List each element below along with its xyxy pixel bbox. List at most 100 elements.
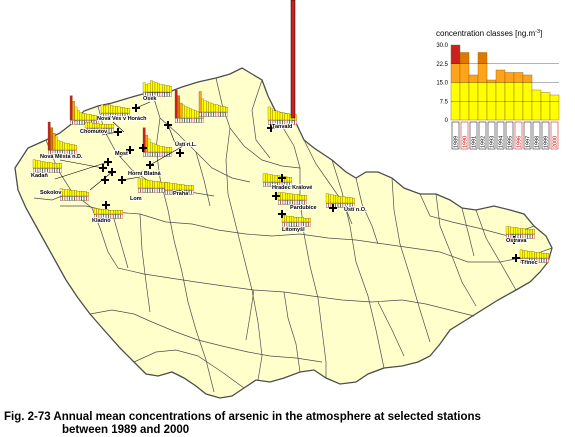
- legend-bar-segment: [514, 72, 523, 83]
- station-bar: [218, 105, 221, 113]
- legend-bar-segment: [505, 82, 514, 102]
- station-bar: [286, 216, 290, 223]
- station-year-box: [110, 113, 113, 118]
- station-year-box: [522, 234, 526, 239]
- station-bar: [157, 83, 160, 93]
- station-year-box: [94, 214, 97, 219]
- station-bar: [166, 85, 170, 93]
- station-year-box: [122, 113, 125, 118]
- station-bar: [333, 195, 336, 204]
- station-year-box: [74, 196, 77, 201]
- station-charts: [32, 80, 549, 263]
- station-bar: [77, 110, 80, 121]
- station-chart: [519, 249, 549, 263]
- station-year-box: [120, 113, 123, 118]
- station-year-box: [211, 112, 214, 117]
- station-bar: [47, 121, 51, 151]
- station-bar: [57, 140, 61, 151]
- station-bar: [120, 210, 123, 215]
- station-year-box: [57, 168, 60, 173]
- station-year-box: [70, 120, 73, 125]
- station-year-box: [544, 258, 547, 263]
- station-year-box: [201, 112, 204, 117]
- station-bar: [159, 84, 163, 93]
- station-bar: [541, 253, 545, 259]
- station-year-box: [89, 128, 93, 133]
- station-bar: [110, 210, 114, 215]
- station-bar: [96, 208, 99, 215]
- station-year-box: [287, 200, 290, 205]
- station-year-box: [47, 168, 50, 173]
- station-bar: [285, 193, 288, 201]
- leader-lines: [54, 101, 191, 191]
- leader-line: [119, 149, 131, 158]
- legend-tick-label: 22.5: [436, 62, 448, 68]
- station-year-box: [164, 92, 167, 97]
- label-nova-ves: Nová Ves v Horách: [97, 116, 147, 122]
- station-bar: [166, 147, 170, 153]
- station-bar: [539, 252, 542, 259]
- legend-bar: [549, 94, 560, 121]
- station-year-box: [191, 190, 194, 195]
- station-bar: [304, 195, 307, 201]
- station-year-box: [282, 120, 285, 125]
- station-bar: [186, 107, 190, 119]
- station-year-box: [213, 112, 216, 117]
- station-year-box: [99, 128, 102, 133]
- station-year-box: [62, 196, 65, 201]
- station-year-box: [162, 188, 165, 193]
- station-bar: [174, 183, 178, 191]
- legend-bar-segment: [541, 92, 550, 102]
- station-year-box: [199, 118, 202, 123]
- station-year-box: [82, 120, 85, 125]
- station-bar: [305, 218, 309, 223]
- station-year-box: [125, 113, 128, 118]
- station-bar: [297, 194, 300, 201]
- station-year-box: [79, 196, 82, 201]
- station-bar: [47, 162, 50, 169]
- station-bar: [147, 83, 151, 93]
- leader-line: [112, 121, 125, 133]
- station-year-box: [110, 214, 114, 219]
- station-bar: [100, 104, 104, 114]
- station-year-box: [199, 112, 202, 117]
- station-bar: [328, 194, 331, 204]
- station-year-box: [282, 182, 285, 187]
- station-year-box: [279, 182, 283, 187]
- station-bar: [108, 104, 111, 114]
- station-bar: [267, 174, 271, 183]
- label-trinec: Třinec: [521, 260, 538, 266]
- leader-line: [59, 159, 104, 169]
- station-year-box: [539, 258, 542, 263]
- station-bar: [291, 216, 295, 223]
- station-year-box: [174, 190, 177, 195]
- station-bar: [161, 182, 165, 189]
- station-bar: [337, 196, 341, 204]
- station-bar: [67, 143, 70, 151]
- legend-year-label: 1997: [526, 136, 532, 148]
- station-bar: [81, 113, 85, 121]
- station-bar: [113, 210, 116, 215]
- station-bar: [152, 81, 156, 93]
- legend-year-box: [541, 121, 550, 150]
- station-bar: [182, 104, 185, 119]
- legend-year-label: 1996: [517, 136, 523, 148]
- figure-caption: Fig. 2-73 Annual mean concentrations of …: [4, 411, 575, 437]
- station-marker: [101, 176, 109, 184]
- label-hradec: Hradec Králové: [272, 185, 312, 191]
- legend-year-box: [514, 121, 523, 150]
- station-bar: [64, 189, 68, 197]
- legend-year-box: [550, 121, 559, 150]
- station-bar: [67, 189, 70, 197]
- station-bar: [536, 252, 540, 259]
- station-year-box: [67, 150, 70, 155]
- legend-tick-label: 15.0: [436, 81, 448, 87]
- station-year-box: [201, 118, 204, 123]
- station-year-box: [108, 214, 111, 219]
- station-bar: [140, 178, 143, 189]
- station-bar: [303, 218, 307, 223]
- station-bar: [225, 107, 228, 113]
- legend-bar-segment: [451, 45, 460, 64]
- caption-line-2: between 1989 and 2000: [62, 424, 190, 436]
- station-bar: [172, 183, 175, 191]
